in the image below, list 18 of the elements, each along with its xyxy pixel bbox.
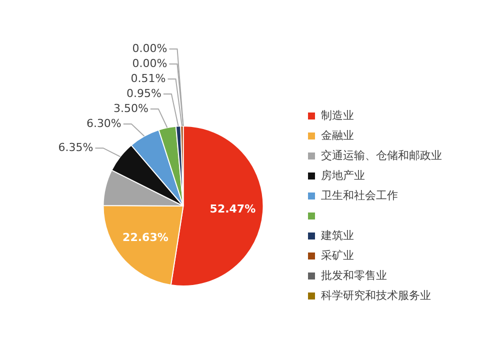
data-label: 0.51% <box>130 72 166 85</box>
legend-label: 交通运输、仓储和邮政业 <box>321 148 442 162</box>
data-label: 0.95% <box>126 86 162 100</box>
legend-label: 建筑业 <box>320 228 354 242</box>
legend-label: 采矿业 <box>321 248 354 262</box>
data-label: 3.50% <box>113 102 148 115</box>
data-label: 6.30% <box>86 116 122 130</box>
text: 0.00% <box>132 56 168 70</box>
text: 0.00% <box>132 42 168 55</box>
legend-label: 卫生和社会工作 <box>321 188 398 202</box>
legend-label: 批发和零售业 <box>321 268 387 282</box>
data-label: 52.47% <box>210 202 256 216</box>
legend-label: 科学研究和技术服务业 <box>321 288 431 302</box>
data-label: 22.63% <box>122 230 168 244</box>
legend-label: 制造业 <box>321 108 354 122</box>
legend-label: 房地产业 <box>321 168 365 182</box>
legend-label: 金融业 <box>321 128 354 142</box>
data-label: 6.35% <box>58 140 94 154</box>
